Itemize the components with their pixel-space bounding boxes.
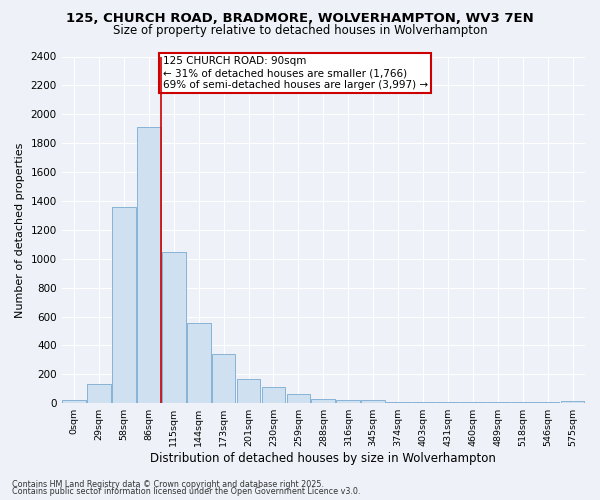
Bar	[436, 402, 460, 403]
Bar	[337, 400, 360, 403]
Text: Contains HM Land Registry data © Crown copyright and database right 2025.: Contains HM Land Registry data © Crown c…	[12, 480, 324, 489]
Bar	[361, 400, 385, 403]
Bar	[62, 400, 86, 403]
Bar	[411, 402, 435, 403]
Bar	[311, 399, 335, 403]
Bar	[237, 378, 260, 403]
Bar	[187, 323, 211, 403]
Text: 125 CHURCH ROAD: 90sqm
← 31% of detached houses are smaller (1,766)
69% of semi-: 125 CHURCH ROAD: 90sqm ← 31% of detached…	[163, 56, 428, 90]
Bar	[386, 402, 410, 403]
Bar	[486, 402, 509, 403]
Bar	[561, 401, 584, 403]
Bar	[162, 252, 185, 403]
Bar	[87, 384, 111, 403]
Bar	[112, 206, 136, 403]
X-axis label: Distribution of detached houses by size in Wolverhampton: Distribution of detached houses by size …	[151, 452, 496, 465]
Text: Contains public sector information licensed under the Open Government Licence v3: Contains public sector information licen…	[12, 487, 361, 496]
Text: Size of property relative to detached houses in Wolverhampton: Size of property relative to detached ho…	[113, 24, 487, 37]
Bar	[212, 354, 235, 403]
Bar	[262, 388, 286, 403]
Bar	[287, 394, 310, 403]
Bar	[137, 128, 161, 403]
Text: 125, CHURCH ROAD, BRADMORE, WOLVERHAMPTON, WV3 7EN: 125, CHURCH ROAD, BRADMORE, WOLVERHAMPTO…	[66, 12, 534, 26]
Bar	[511, 402, 535, 403]
Y-axis label: Number of detached properties: Number of detached properties	[15, 142, 25, 318]
Bar	[461, 402, 485, 403]
Bar	[536, 402, 559, 403]
